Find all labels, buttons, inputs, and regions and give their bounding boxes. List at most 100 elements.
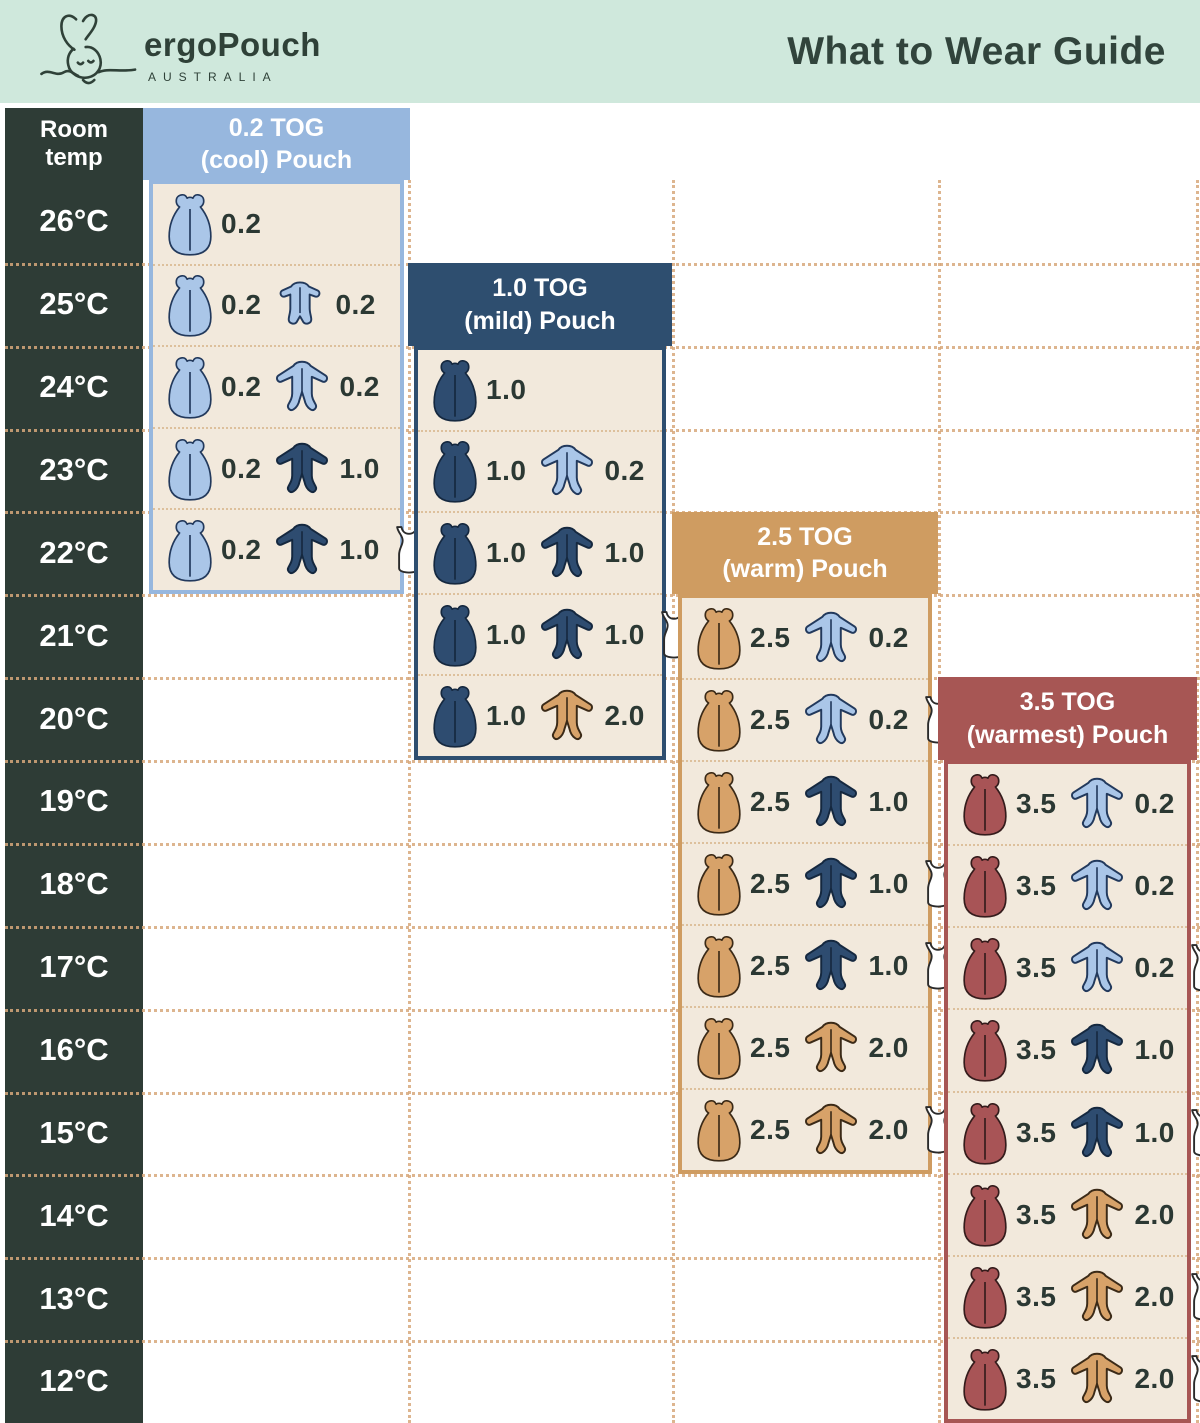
outfit-item: 1.0: [430, 680, 526, 752]
outfit-item: 1.0: [1066, 1019, 1174, 1081]
panel-tog-3-5-header: 3.5 TOG (warmest) Pouch: [938, 677, 1197, 760]
outfit-row: 3.5 0.2: [948, 926, 1187, 1008]
temp-row: 15°C: [5, 1091, 143, 1174]
tog-value: 2.5: [750, 622, 791, 653]
onesie-icon: [1066, 1348, 1128, 1410]
grid-line-horizontal: [5, 1174, 1200, 1178]
tog-value: 3.5: [1016, 1280, 1057, 1312]
outfit-item: 1.0: [430, 517, 526, 589]
outfit-item: 2.0: [1066, 1266, 1174, 1328]
outfit-item: 2.0: [1066, 1348, 1174, 1410]
outfit-row: 2.5 1.0: [682, 760, 928, 842]
temp-label: 26°C: [39, 203, 109, 239]
outfit-row: 0.2 0.2: [153, 263, 400, 346]
temp-label: 12°C: [39, 1363, 109, 1399]
onesie-icon: [1066, 1266, 1128, 1328]
onesie-icon: [800, 853, 862, 915]
outfit-row: 3.5 2.0: [948, 1254, 1187, 1337]
outfit-item: 3.5: [960, 768, 1056, 840]
grid-line-vertical: [672, 180, 675, 1423]
tog-value: 3.5: [1016, 1034, 1057, 1066]
outfit-item: [1185, 940, 1200, 996]
onesie-icon: [536, 604, 598, 666]
temp-row: 17°C: [5, 926, 143, 1009]
outfit-item: 1.0: [536, 604, 644, 666]
outfit-item: [1185, 1351, 1200, 1407]
pouch-icon: [960, 1014, 1010, 1086]
grid-line-horizontal: [5, 1008, 1200, 1012]
outfit-item: 2.5: [694, 848, 790, 920]
pouch-icon: [694, 1012, 744, 1084]
pouch-icon: [960, 1343, 1010, 1415]
onesie-icon: [1066, 1184, 1128, 1246]
romper-icon: [271, 278, 329, 332]
outfit-item: 2.5: [694, 766, 790, 838]
temp-row: 16°C: [5, 1009, 143, 1092]
pouch-icon: [430, 680, 480, 752]
outfit-row: 2.5 2.0: [682, 1088, 928, 1170]
panel-tog-2-5: 2.5 TOG (warm) Pouch 2.5 0.2 2.5 0.2 2.5…: [672, 512, 938, 1174]
temp-row: 24°C: [5, 346, 143, 429]
onesie-icon: [800, 689, 862, 751]
pouch-icon: [430, 354, 480, 426]
tog-value: 3.5: [1016, 952, 1057, 984]
tog-value: 1.0: [486, 455, 527, 487]
temp-row: 13°C: [5, 1257, 143, 1340]
outfit-item: 1.0: [271, 519, 379, 581]
tog-value: 0.2: [221, 370, 262, 402]
onesie-icon: [536, 522, 598, 584]
brand-name: ergoPouch: [144, 25, 321, 63]
pouch-icon: [165, 433, 215, 505]
temp-label: 15°C: [39, 1114, 109, 1150]
tog-value: 0.2: [221, 289, 262, 321]
panel-title-line2: (cool) Pouch: [200, 146, 353, 174]
panel-tog-3-5-body: 3.5 0.2 3.5 0.2 3.5 0.2 3.5 1.0 3.5 1.0 …: [944, 760, 1191, 1423]
temp-label: 19°C: [39, 783, 109, 819]
pouch-icon: [430, 517, 480, 589]
singlet-icon: [1185, 940, 1200, 996]
pouch-icon: [430, 435, 480, 507]
outfit-row: 1.0 1.0: [418, 511, 662, 593]
outfit-item: 2.0: [800, 1017, 908, 1079]
temp-row: 19°C: [5, 760, 143, 843]
outfit-row: 0.2 1.0: [153, 508, 400, 590]
outfit-item: 2.5: [694, 684, 790, 756]
brand-country: AUSTRALIA: [148, 69, 278, 84]
outfit-item: 1.0: [271, 438, 379, 500]
outfit-item: 0.2: [271, 278, 375, 332]
room-temp-header: Room temp: [40, 116, 108, 171]
singlet-icon: [1185, 1351, 1200, 1407]
tog-value: 0.2: [221, 534, 262, 566]
outfit-row: 3.5 2.0: [948, 1336, 1187, 1419]
panel-tog-0-2-body: 0.2 0.2 0.2 0.2 0.2 0.2 1.0 0.2 1.0: [149, 180, 404, 594]
outfit-item: 3.5: [960, 1343, 1056, 1415]
onesie-icon: [1066, 855, 1128, 917]
outfit-row: 3.5 2.0: [948, 1172, 1187, 1255]
panel-title-line2: (mild) Pouch: [464, 306, 616, 335]
tog-value: 2.0: [868, 1032, 909, 1063]
outfit-item: 2.0: [1066, 1184, 1174, 1246]
tog-value: 1.0: [868, 868, 909, 899]
grid-line-vertical: [1196, 180, 1199, 1423]
tog-value: 1.0: [486, 536, 527, 568]
panel-title-line2: (warm) Pouch: [722, 555, 888, 583]
tog-value: 3.5: [1016, 788, 1057, 820]
outfit-row: 2.5 1.0: [682, 924, 928, 1006]
outfit-item: 2.0: [800, 1099, 908, 1161]
temp-label: 24°C: [39, 369, 109, 405]
temp-label: 22°C: [39, 534, 109, 570]
tog-value: 0.2: [868, 704, 909, 735]
temp-row: 12°C: [5, 1340, 143, 1423]
tog-value: 1.0: [1134, 1116, 1175, 1148]
room-temp-column: Room temp 26°C 25°C 24°C 23°C 22°C 21°C …: [5, 108, 143, 1423]
outfit-item: 3.5: [960, 1014, 1056, 1086]
tog-value: 2.5: [750, 1114, 791, 1145]
temp-label: 20°C: [39, 700, 109, 736]
temp-row: 20°C: [5, 677, 143, 760]
singlet-icon: [1185, 1105, 1200, 1161]
bunny-logo-icon: [40, 13, 137, 84]
onesie-icon: [800, 1099, 862, 1161]
outfit-row: 3.5 0.2: [948, 764, 1187, 844]
tog-value: 2.5: [750, 1032, 791, 1063]
